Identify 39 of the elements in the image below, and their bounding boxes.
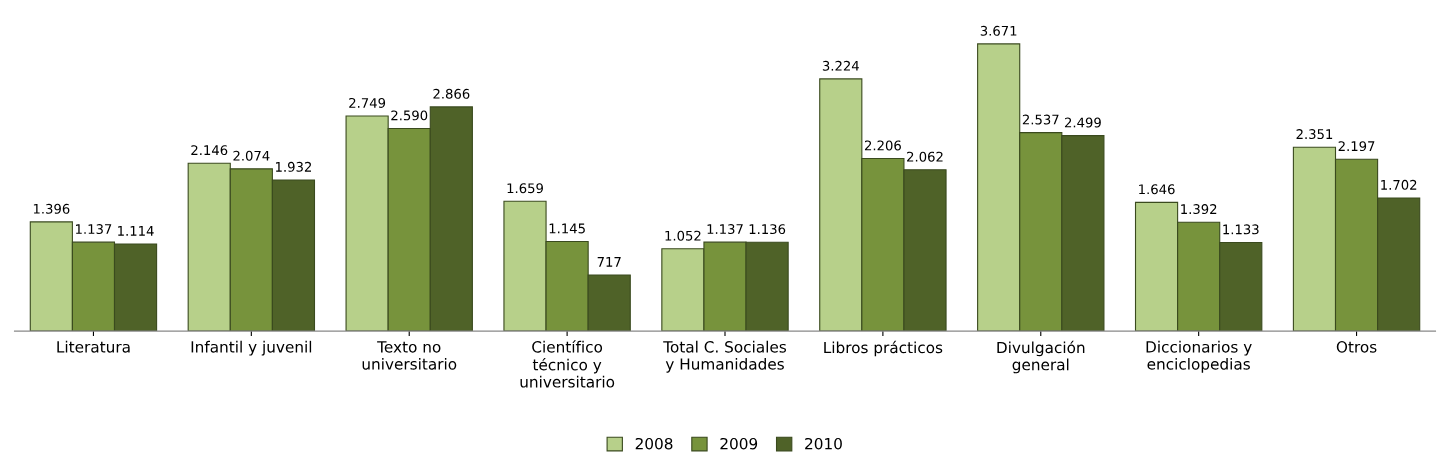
data-label: 2.074	[233, 150, 270, 161]
data-label: 2.206	[864, 140, 901, 151]
x-tick-label: Libros prácticos	[824, 340, 943, 357]
data-label: 1.136	[749, 224, 786, 235]
data-label: 2.590	[391, 110, 428, 121]
data-label: 1.145	[549, 223, 585, 234]
data-label: 1.392	[1181, 204, 1217, 215]
x-tick-label: Texto no universitario	[362, 341, 457, 370]
data-label: 2.866	[433, 88, 470, 99]
data-label: 3.671	[980, 25, 1017, 36]
legend-label: 2009	[720, 437, 758, 450]
x-tick-label: Otros	[1336, 341, 1377, 353]
x-tick-label: Diccionarios y enciclopedias	[1146, 340, 1252, 373]
x-tick-label: Literatura	[57, 340, 130, 353]
data-label: 1.932	[276, 161, 311, 172]
data-label: 1.659	[507, 183, 543, 194]
legend-label: 2010	[805, 437, 842, 450]
data-label: 2.062	[907, 151, 943, 162]
data-label: 1.396	[33, 203, 70, 214]
legend-label: 2008	[635, 437, 673, 450]
data-label: 3.224	[822, 60, 859, 71]
data-label: 1.702	[1381, 179, 1417, 190]
data-label: 2.537	[1022, 114, 1059, 125]
x-tick-label: Infantil y juvenil	[191, 340, 312, 356]
data-label: 1.133	[1223, 224, 1259, 235]
data-label: 2.197	[1338, 141, 1375, 152]
data-label: 1.137	[76, 224, 112, 235]
data-label: 2.146	[191, 145, 228, 156]
data-label: 2.351	[1296, 129, 1333, 140]
data-label: 2.749	[349, 97, 386, 108]
data-label: 717	[597, 257, 621, 267]
data-label: 1.646	[1139, 184, 1175, 195]
data-label: 1.114	[118, 226, 154, 236]
x-tick-label: Divulgación general	[997, 340, 1085, 374]
x-tick-label: Científico técnico y universitario	[520, 340, 615, 388]
x-tick-label: Total C. Sociales y Humanidades	[663, 340, 787, 373]
data-label: 1.137	[707, 224, 743, 235]
data-label: 1.052	[665, 230, 701, 241]
data-label: 2.499	[1064, 117, 1101, 128]
